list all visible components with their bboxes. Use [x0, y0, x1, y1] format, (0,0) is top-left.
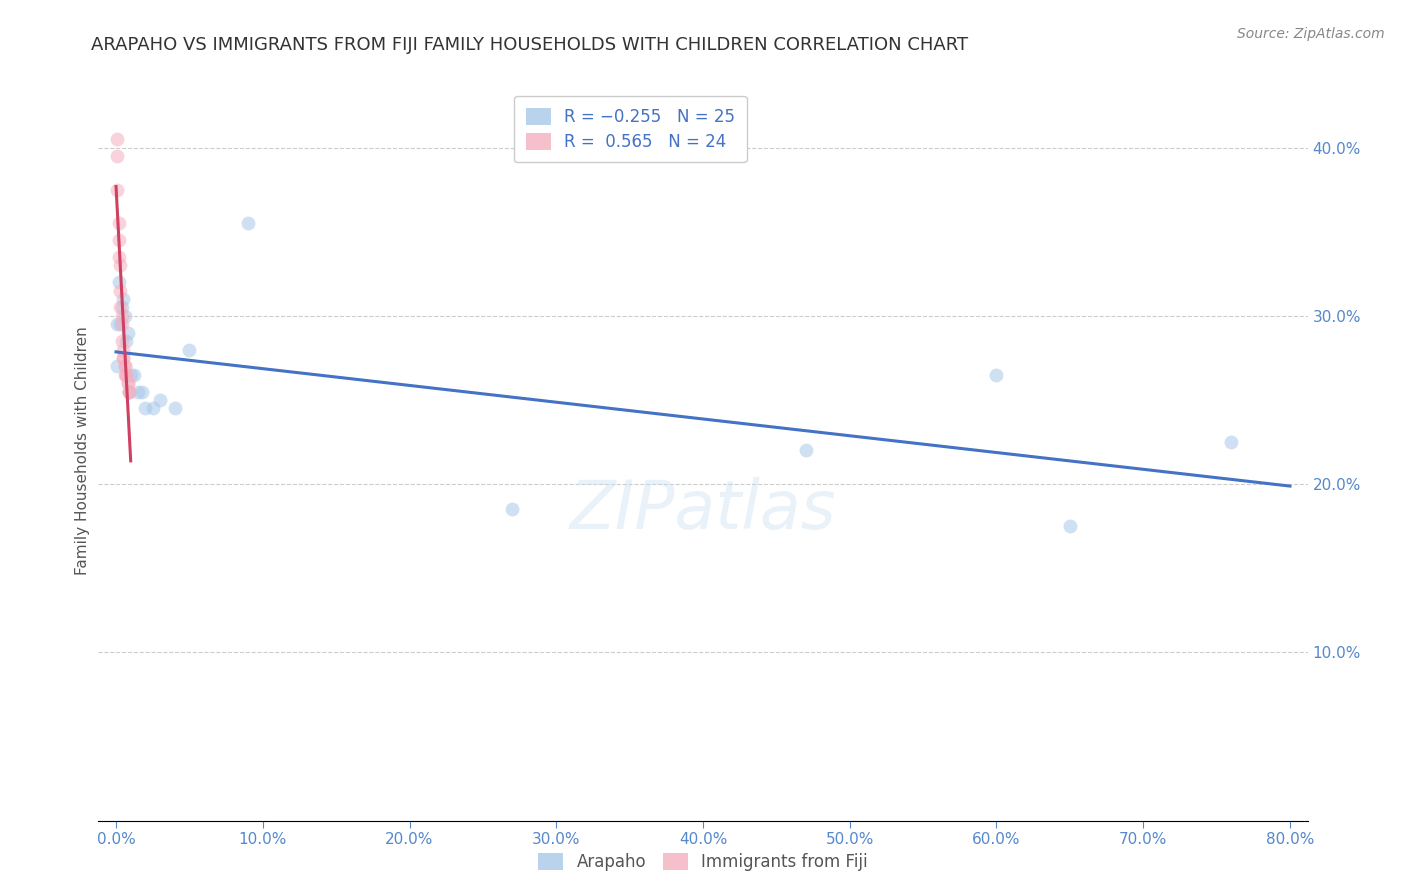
Point [115, 334, 138, 348]
Point [117, 376, 139, 391]
Point [107, 149, 129, 163]
Point [112, 292, 135, 306]
Point [110, 301, 132, 315]
Point [115, 368, 138, 382]
Point [108, 233, 131, 247]
Point [1220, 435, 1243, 450]
Point [112, 351, 135, 365]
Point [117, 376, 139, 391]
Point [236, 216, 259, 230]
Point [112, 351, 135, 365]
Point [114, 359, 136, 374]
Point [118, 384, 141, 399]
Point [149, 392, 172, 407]
Point [108, 275, 131, 289]
Point [107, 183, 129, 197]
Legend: R = −0.255   N = 25, R =  0.565   N = 24: R = −0.255 N = 25, R = 0.565 N = 24 [515, 96, 747, 162]
Point [794, 443, 817, 458]
Point [986, 368, 1008, 382]
Point [111, 309, 134, 323]
Point [111, 334, 134, 348]
Text: ZIPatlas: ZIPatlas [569, 476, 837, 542]
Point [122, 368, 145, 382]
Point [110, 318, 132, 332]
Legend: Arapaho, Immigrants from Fiji: Arapaho, Immigrants from Fiji [530, 845, 876, 880]
Point [163, 401, 186, 416]
Point [114, 309, 136, 323]
Point [501, 502, 523, 516]
Point [118, 384, 141, 399]
Point [117, 326, 139, 340]
Text: Source: ZipAtlas.com: Source: ZipAtlas.com [1237, 27, 1385, 41]
Point [131, 384, 153, 399]
Point [118, 384, 141, 399]
Point [108, 216, 131, 230]
Point [115, 368, 138, 382]
Point [107, 359, 129, 374]
Point [120, 368, 142, 382]
Point [142, 401, 165, 416]
Point [112, 343, 135, 357]
Point [127, 384, 149, 399]
Point [114, 368, 136, 382]
Point [134, 401, 156, 416]
Point [111, 301, 134, 315]
Point [111, 318, 134, 332]
Point [1059, 519, 1081, 533]
Point [107, 318, 129, 332]
Point [114, 359, 136, 374]
Point [110, 284, 132, 298]
Point [110, 258, 132, 272]
Text: ARAPAHO VS IMMIGRANTS FROM FIJI FAMILY HOUSEHOLDS WITH CHILDREN CORRELATION CHAR: ARAPAHO VS IMMIGRANTS FROM FIJI FAMILY H… [91, 36, 969, 54]
Point [107, 132, 129, 146]
Y-axis label: Family Households with Children: Family Households with Children [75, 326, 90, 574]
Point [108, 250, 131, 264]
Point [179, 343, 201, 357]
